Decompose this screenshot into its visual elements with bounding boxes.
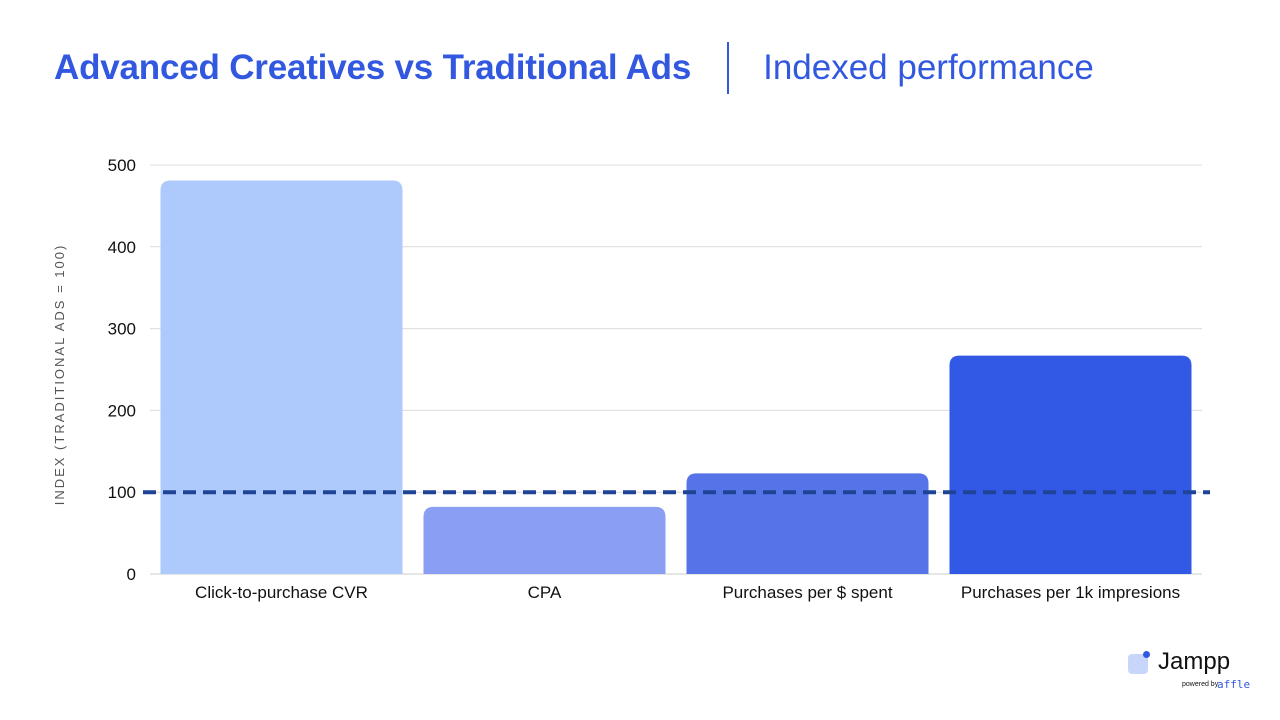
- header: Advanced Creatives vs Traditional Ads In…: [54, 40, 1094, 96]
- bar-1: [423, 506, 666, 574]
- y-tick-label: 200: [108, 401, 136, 420]
- chart-subtitle: Indexed performance: [763, 48, 1094, 87]
- bars: [160, 180, 1192, 575]
- x-category-label: Purchases per $ spent: [722, 583, 892, 602]
- logo-mark-icon: [1128, 654, 1148, 674]
- jampp-logo: Jampp powered by affle: [1128, 648, 1251, 697]
- x-axis-labels: Click-to-purchase CVR CPA Purchases per $ …: [195, 583, 1180, 602]
- y-tick-label: 300: [108, 320, 136, 339]
- x-category-label: Purchases per 1k impresions: [961, 583, 1180, 602]
- logo-name: Jampp: [1158, 648, 1231, 675]
- y-tick-label: 100: [108, 483, 136, 502]
- x-category-label: CPA: [528, 583, 562, 602]
- logo-powered-by: powered by: [1182, 681, 1219, 688]
- y-axis-label: INDEX (TRADITIONAL ADS = 100): [52, 244, 67, 506]
- bar-0: [160, 180, 403, 575]
- y-tick-label: 0: [127, 565, 136, 584]
- y-tick-label: 500: [108, 156, 136, 175]
- chart-title: Advanced Creatives vs Traditional Ads: [54, 48, 692, 87]
- y-axis-ticks: 0 100 200 300 400 500: [108, 156, 136, 584]
- bar-2: [686, 473, 929, 574]
- y-tick-label: 400: [108, 238, 136, 257]
- logo-dot-icon: [1143, 651, 1150, 658]
- bar-3: [949, 355, 1192, 574]
- title-divider: [727, 42, 730, 94]
- logo-partner: affle: [1217, 678, 1251, 691]
- x-category-label: Click-to-purchase CVR: [195, 583, 368, 602]
